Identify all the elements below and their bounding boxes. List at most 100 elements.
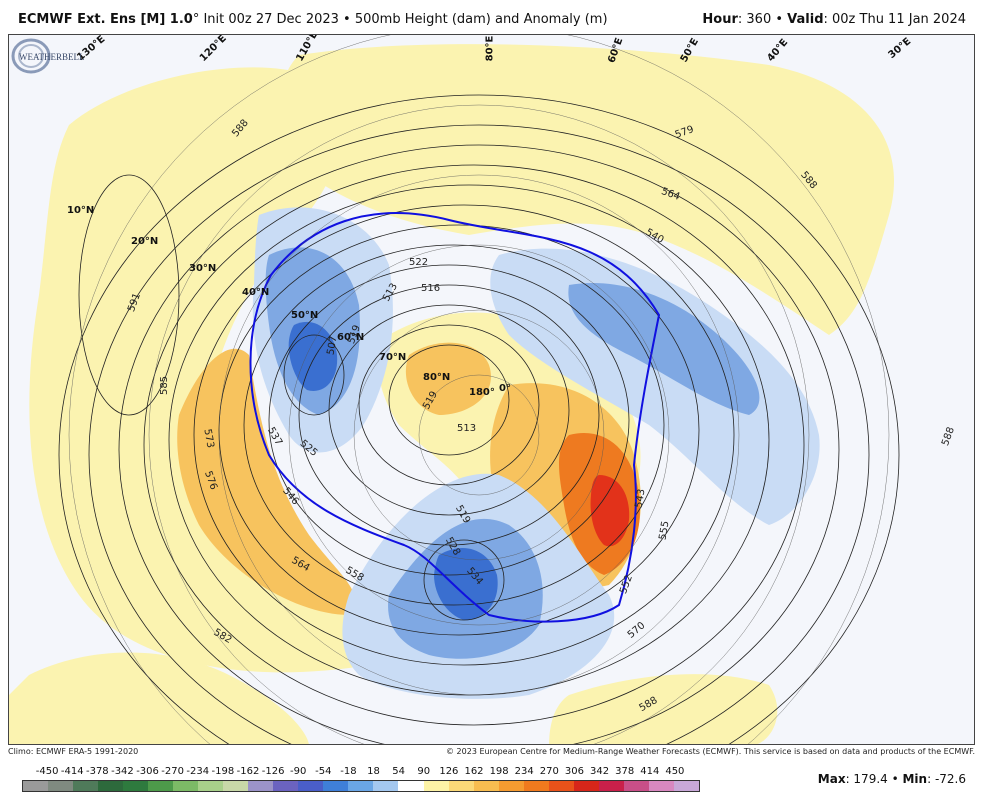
color-scale-tick-label: -90 xyxy=(290,766,307,777)
color-scale-tick-label: 18 xyxy=(367,766,380,777)
color-scale-tick-label: 90 xyxy=(417,766,431,777)
header-title: ECMWF Ext. Ens [M] 1.0° Init 00z 27 Dec … xyxy=(18,12,608,27)
latitude-circle xyxy=(68,35,890,744)
color-scale-swatch xyxy=(548,781,574,791)
latitude-circle xyxy=(418,374,540,496)
contour-line xyxy=(193,204,735,666)
map-canvas xyxy=(9,35,974,744)
contour-line xyxy=(423,539,505,621)
color-scale-tick-label: 198 xyxy=(489,766,509,777)
color-scale-swatch xyxy=(673,781,699,791)
latitude-label: 20°N xyxy=(131,236,159,247)
color-scale-labels: -450 -414 -378 -342 -306 -270 -234 -198 -162 -126… xyxy=(18,766,708,778)
contour-line xyxy=(88,124,870,744)
logo-ring-inner xyxy=(18,44,44,68)
color-scale-tick-label: -18 xyxy=(340,766,357,777)
copyright-credit: © 2023 European Centre for Medium-Range … xyxy=(446,747,975,756)
valid-label: Valid xyxy=(787,12,824,27)
anomaly-positive-southwest xyxy=(9,652,309,744)
color-scale-swatch xyxy=(48,781,74,791)
color-scale-tick-label: 270 xyxy=(539,766,559,777)
contour-line xyxy=(268,264,630,576)
color-scale-swatch xyxy=(198,781,224,791)
color-scale-swatch xyxy=(298,781,324,791)
contour-line xyxy=(298,284,600,546)
color-scale-tick-label: 450 xyxy=(665,766,685,777)
contour-line xyxy=(78,174,180,416)
color-scale-swatch xyxy=(523,781,549,791)
anomaly-positive-greenland-max xyxy=(590,475,630,547)
init-description: Init 00z 27 Dec 2023 • 500mb Height (dam… xyxy=(199,12,608,27)
color-scale-tick-label: -342 xyxy=(111,766,134,777)
anomaly-negative-europe xyxy=(490,248,820,525)
longitude-label: 180° xyxy=(469,387,495,398)
color-scale-swatch xyxy=(448,781,474,791)
color-scale-swatch xyxy=(498,781,524,791)
max-min-stats: Max: 179.4 • Min: -72.6 xyxy=(818,772,966,786)
height-contours xyxy=(58,94,900,744)
model-name: ECMWF Ext. Ens [M] 1.0 xyxy=(18,12,193,27)
color-scale-swatch xyxy=(123,781,149,791)
color-scale-tick-label: -198 xyxy=(211,766,235,777)
latitude-circle xyxy=(218,174,740,696)
color-scale-swatch xyxy=(573,781,599,791)
color-scale-swatch xyxy=(423,781,449,791)
latitude-circle xyxy=(288,244,670,626)
color-scale-tick-label: 54 xyxy=(392,766,406,777)
color-scale-swatch xyxy=(273,781,299,791)
color-scale-swatch xyxy=(473,781,499,791)
header-valid-time: Hour: 360 • Valid: 00z Thu 11 Jan 2024 xyxy=(702,12,966,27)
contour-value-label: 585 xyxy=(159,375,171,396)
climo-credit: Climo: ECMWF ERA-5 1991-2020 xyxy=(8,747,139,756)
color-scale-swatch xyxy=(648,781,674,791)
hour-label: Hour xyxy=(702,12,738,27)
color-scale-swatch xyxy=(148,781,174,791)
color-scale-swatch xyxy=(223,781,249,791)
color-scale-tick-label: 342 xyxy=(590,766,610,777)
weatherbell-logo: WEATHERBELL xyxy=(11,38,85,74)
max-value: : 179.4 • xyxy=(845,772,903,786)
map-header: ECMWF Ext. Ens [M] 1.0° Init 00z 27 Dec … xyxy=(0,0,984,34)
color-scale-swatch xyxy=(248,781,274,791)
contour-line xyxy=(58,94,900,744)
color-scale-tick-label: -306 xyxy=(136,766,159,777)
color-scale-swatch xyxy=(398,781,424,791)
latitude-circle xyxy=(148,104,810,744)
valid-value: : 00z Thu 11 Jan 2024 xyxy=(823,12,967,27)
color-scale-swatch xyxy=(598,781,624,791)
color-scale-tick-label: -162 xyxy=(236,766,260,777)
min-label: Min xyxy=(902,772,928,786)
color-scale-swatch xyxy=(623,781,649,791)
contour-value-label: 522 xyxy=(409,257,429,268)
color-scale-tick-label: 162 xyxy=(464,766,484,777)
min-value: : -72.6 xyxy=(927,772,966,786)
color-scale-tick-label: -126 xyxy=(261,766,285,777)
color-scale-tick-label: 126 xyxy=(439,766,459,777)
max-label: Max xyxy=(817,772,846,786)
color-scale-tick-label: -270 xyxy=(161,766,185,777)
hour-value: : 360 • xyxy=(737,12,788,27)
color-scale-tick-label: -234 xyxy=(186,766,210,777)
latitude-label: 50°N xyxy=(291,310,319,321)
anomaly-negative-europe-mid xyxy=(568,283,760,415)
degree-symbol: ° xyxy=(192,12,200,27)
anomaly-positive-northwest xyxy=(29,67,406,673)
contour-line xyxy=(283,334,345,416)
latitude-circle xyxy=(353,309,605,561)
contour-line xyxy=(143,164,805,726)
contour-value-label: 516 xyxy=(421,283,441,294)
longitude-label: 80°E xyxy=(484,35,496,62)
color-scale-tick-label: 234 xyxy=(514,766,534,777)
contour-line xyxy=(388,344,510,456)
color-scale-swatch xyxy=(73,781,99,791)
credit-row: Climo: ECMWF ERA-5 1991-2020 © 2023 Euro… xyxy=(8,747,975,759)
logo-ring-outer xyxy=(11,38,51,74)
contour-line xyxy=(118,144,840,744)
logo-text: WEATHERBELL xyxy=(19,52,85,62)
color-scale-tick-label: -414 xyxy=(60,766,84,777)
color-scale-swatch xyxy=(98,781,124,791)
polar-stereographic-map: 10°N 20°N 30°N 40°N 50°N 60°N 70°N 80°N … xyxy=(8,34,975,745)
color-scale-swatch xyxy=(348,781,374,791)
anomaly-positive-north xyxy=(280,44,894,336)
color-scale-tick-label: 306 xyxy=(564,766,584,777)
